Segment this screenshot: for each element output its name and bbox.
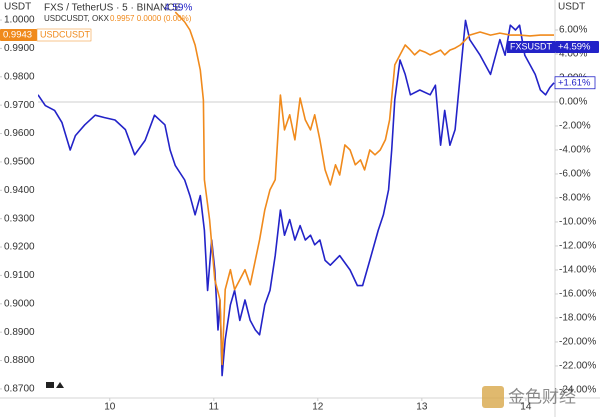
x-tick-label: 13 xyxy=(416,402,428,413)
y2-tick-label: -20.00% xyxy=(559,337,596,348)
y2-tick-label: -8.00% xyxy=(559,193,591,204)
y2-tick-label: -18.00% xyxy=(559,313,596,324)
y-tick-label: 0.9000 xyxy=(4,298,35,309)
y2-tick-label: 6.00% xyxy=(559,25,587,36)
y-tick-label: 0.9300 xyxy=(4,213,35,224)
right-price-tag: +4.59% xyxy=(558,42,591,53)
plot-area xyxy=(38,11,555,377)
y2-tick-label: -4.00% xyxy=(559,145,591,156)
watermark-logo xyxy=(482,386,504,408)
header-change: 4.59% xyxy=(164,3,192,14)
y-tick-label: 0.8700 xyxy=(4,384,35,395)
left-price-tag-box xyxy=(0,29,37,41)
y2-tick-label: -16.00% xyxy=(559,289,596,300)
series-line xyxy=(174,11,554,366)
left-price-tag: 0.9943 xyxy=(3,30,32,41)
last-price-border xyxy=(554,76,596,90)
watermark: 金色财经 xyxy=(508,387,576,406)
y-tick-label: 0.9200 xyxy=(4,242,35,253)
x-tick-label: 12 xyxy=(312,402,324,413)
right-legend-box xyxy=(507,41,555,53)
y2-tick-label: 4.00% xyxy=(559,49,587,60)
y-tick-label: 0.9600 xyxy=(4,128,35,139)
y2-unit: USDT xyxy=(558,2,585,13)
right-price-tag-box xyxy=(555,41,599,53)
header-title: FXS / TetherUS · 5 · BINANCE xyxy=(44,3,181,14)
y-tick-label: 0.9800 xyxy=(4,71,35,82)
last-price-tag-box xyxy=(555,76,595,89)
y-tick-label: 0.8800 xyxy=(4,355,35,366)
y-tick-label: 0.9700 xyxy=(4,100,35,111)
tv-logo xyxy=(46,382,64,388)
y2-tick-label: -22.00% xyxy=(559,361,596,372)
x-tick-label: 11 xyxy=(209,402,220,413)
series-line xyxy=(38,19,555,377)
right-legend: FXSUSDT xyxy=(510,41,553,51)
last-price-tag: +1.61% xyxy=(558,77,591,88)
y-tick-label: 1.0000 xyxy=(4,15,35,26)
y-tick-label: 0.8900 xyxy=(4,327,35,338)
x-tick-label: 10 xyxy=(104,402,116,413)
y2-tick-label: -6.00% xyxy=(559,169,591,180)
y-unit: USDT xyxy=(4,2,31,13)
y2-tick-label: -24.00% xyxy=(559,385,596,396)
left-legend-box xyxy=(36,28,92,42)
y2-tick-label: -12.00% xyxy=(559,241,596,252)
left-legend: USDCUSDT xyxy=(40,29,91,39)
y-tick-label: 0.9400 xyxy=(4,185,35,196)
subheader-symbol: USDCUSDT, OKX xyxy=(44,14,110,23)
y2-tick-label: -2.00% xyxy=(559,121,591,132)
subheader-values: 0.9957 0.0000 (0.00%) xyxy=(110,14,192,23)
y-tick-label: 0.9500 xyxy=(4,157,35,168)
y2-tick-label: -10.00% xyxy=(559,217,596,228)
y2-tick-label: 0.00% xyxy=(559,97,587,108)
x-tick-label: 14 xyxy=(520,402,532,413)
y-tick-label: 0.9100 xyxy=(4,270,35,281)
y-tick-label: 0.9900 xyxy=(4,43,35,54)
y2-tick-label: -14.00% xyxy=(559,265,596,276)
